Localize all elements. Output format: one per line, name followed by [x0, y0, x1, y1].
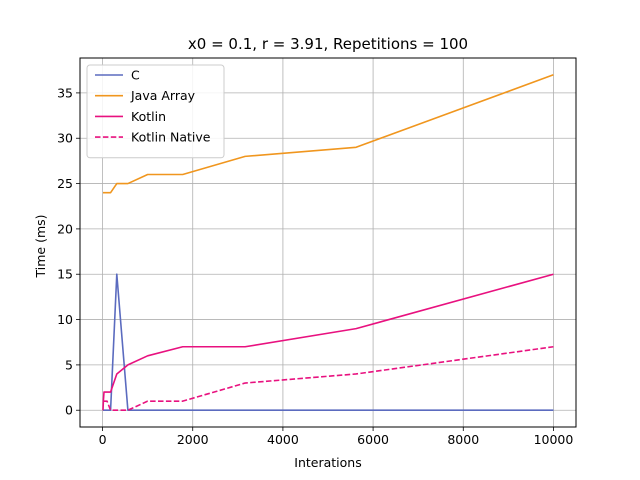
x-tick-label: 0 — [99, 432, 107, 447]
y-tick-label: 35 — [57, 85, 73, 100]
x-tick-label: 4000 — [267, 432, 299, 447]
series-line-c — [102, 273, 554, 412]
plot-frame — [79, 57, 577, 428]
x-tick-label: 6000 — [357, 432, 389, 447]
y-tick-label: 30 — [57, 131, 73, 146]
y-tick-label: 25 — [57, 176, 73, 191]
y-axis: 0 5 10 15 20 25 30 35 — [57, 85, 80, 418]
x-tick-label: 8000 — [447, 432, 479, 447]
y-tick-label: 10 — [57, 312, 73, 327]
x-axis: 0 2000 4000 6000 8000 10000 — [99, 427, 574, 447]
series-lines — [102, 74, 554, 412]
x-tick-label: 10000 — [534, 432, 574, 447]
x-tick-label: 2000 — [177, 432, 209, 447]
series-line-kotlin-native — [102, 345, 554, 412]
legend-label: C — [131, 68, 140, 83]
y-tick-label: 15 — [57, 267, 73, 282]
series-line-java-array — [102, 74, 554, 194]
y-tick-label: 20 — [57, 221, 73, 236]
legend-label: Kotlin — [131, 109, 166, 124]
series-line-kotlin — [102, 273, 554, 411]
legend-label: Java Array — [130, 88, 196, 103]
y-tick-label: 0 — [65, 403, 73, 418]
legend-box — [86, 64, 225, 159]
y-tick-label: 5 — [65, 357, 73, 372]
legend: C Java Array Kotlin Kotlin Native — [86, 64, 225, 159]
x-axis-label: Interations — [294, 455, 361, 470]
chart-title: x0 = 0.1, r = 3.91, Repetitions = 100 — [188, 35, 468, 53]
legend-label: Kotlin Native — [131, 130, 211, 145]
y-axis-label: Time (ms) — [33, 214, 48, 278]
